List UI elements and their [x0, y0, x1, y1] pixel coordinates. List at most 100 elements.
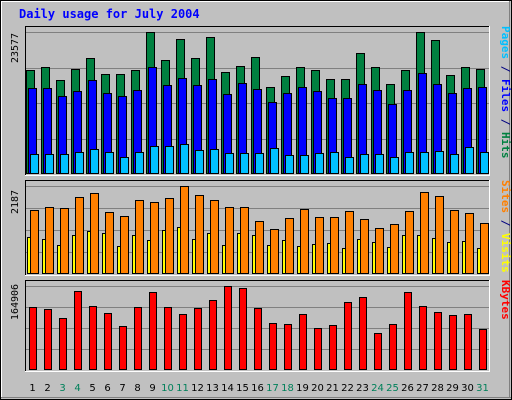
bar-pages-day-22	[345, 157, 354, 174]
x-tick-label: 7	[119, 383, 125, 394]
series-legend: Sites / Visits	[499, 180, 512, 273]
y-max-label: 164906	[10, 284, 21, 320]
bar-sites-day-31	[480, 223, 489, 274]
bar-sites-day-23	[360, 219, 369, 274]
x-tick-label: 11	[176, 383, 189, 394]
bar-sites-day-11	[180, 186, 189, 274]
bar-kbytes-day-6	[104, 313, 112, 370]
bar-kbytes-day-14	[224, 286, 232, 370]
bar-sites-day-14	[225, 207, 234, 274]
legend-entry: /	[499, 213, 512, 233]
legend-entry: Hits	[499, 132, 512, 159]
bar-kbytes-day-8	[134, 307, 142, 370]
bar-sites-day-6	[105, 212, 114, 274]
bar-kbytes-day-2	[44, 309, 52, 370]
bar-pages-day-16	[255, 153, 264, 174]
bar-pages-day-31	[480, 152, 489, 174]
bar-kbytes-day-29	[449, 315, 457, 370]
x-tick-label: 5	[89, 383, 95, 394]
x-tick-label: 13	[206, 383, 219, 394]
x-tick-label: 26	[401, 383, 414, 394]
bar-kbytes-day-18	[284, 324, 292, 370]
x-tick-label: 15	[236, 383, 249, 394]
x-tick-label: 10	[161, 383, 174, 394]
x-tick-label: 9	[149, 383, 155, 394]
x-tick-label: 12	[191, 383, 204, 394]
bar-pages-day-17	[270, 148, 279, 174]
bar-pages-day-9	[150, 146, 159, 174]
chart-title: Daily usage for July 2004	[19, 7, 200, 21]
x-tick-label: 14	[221, 383, 234, 394]
bar-pages-day-29	[450, 154, 459, 174]
bar-kbytes-day-25	[389, 324, 397, 370]
panel-kbytes: 164906 KBytes	[10, 280, 512, 372]
bar-kbytes-day-20	[314, 328, 322, 370]
bar-sites-day-9	[150, 202, 159, 274]
panels-group: 23577 Pages / Files / Hits 2187 Sites / Vis…	[10, 26, 512, 372]
bar-kbytes-day-22	[344, 302, 352, 370]
bar-kbytes-day-5	[89, 306, 97, 370]
bar-pages-day-20	[315, 153, 324, 174]
bar-pages-day-10	[165, 146, 174, 174]
bar-pages-day-1	[30, 154, 39, 174]
x-tick-label: 1	[29, 383, 35, 394]
bar-pages-day-28	[435, 151, 444, 174]
legend-entry: Sites	[499, 180, 512, 213]
panel-visits: 2187 Sites / Visits	[10, 180, 512, 276]
legend-entry: /	[499, 59, 512, 79]
bar-kbytes-day-17	[269, 323, 277, 370]
bar-sites-day-19	[300, 209, 309, 274]
legend-entry: KBytes	[499, 280, 512, 320]
bar-kbytes-day-10	[164, 307, 172, 370]
bar-kbytes-day-19	[299, 314, 307, 370]
x-tick-label: 3	[59, 383, 65, 394]
bar-sites-day-26	[405, 211, 414, 274]
bar-sites-day-3	[60, 208, 69, 274]
x-tick-label: 8	[134, 383, 140, 394]
bar-pages-day-13	[210, 149, 219, 174]
bar-sites-day-13	[210, 200, 219, 274]
bar-sites-day-5	[90, 193, 99, 274]
x-tick-label: 23	[356, 383, 369, 394]
x-tick-label: 17	[266, 383, 279, 394]
bar-sites-day-18	[285, 218, 294, 274]
bar-kbytes-day-16	[254, 308, 262, 370]
bar-sites-day-28	[435, 196, 444, 274]
x-tick-label: 22	[341, 383, 354, 394]
bar-sites-day-30	[465, 213, 474, 274]
panel-traffic: 23577 Pages / Files / Hits	[10, 26, 512, 176]
bar-pages-day-18	[285, 155, 294, 174]
legend-entry: Pages	[499, 26, 512, 59]
bar-sites-day-12	[195, 195, 204, 274]
x-tick-label: 31	[476, 383, 489, 394]
bar-kbytes-day-23	[359, 297, 367, 370]
bar-sites-day-17	[270, 229, 279, 274]
legend-entry: /	[499, 112, 512, 132]
bar-pages-day-4	[75, 152, 84, 174]
x-axis-day-labels: 1 2 3 4 5 6 7 8 9 10 11 12 13 14 15 16 17 18 19 20 21 22 23 24 2…	[29, 383, 489, 394]
bar-kbytes-day-3	[59, 318, 67, 370]
bar-pages-day-7	[120, 157, 129, 174]
y-max-label: 2187	[10, 190, 21, 214]
bar-kbytes-day-7	[119, 326, 127, 370]
bar-sites-day-8	[135, 200, 144, 274]
bar-pages-day-26	[405, 152, 414, 174]
bar-sites-day-27	[420, 192, 429, 274]
bar-sites-day-7	[120, 216, 129, 274]
bar-pages-day-24	[375, 154, 384, 174]
x-tick-label: 18	[281, 383, 294, 394]
bar-pages-day-27	[420, 152, 429, 174]
bar-sites-day-29	[450, 210, 459, 274]
x-tick-label: 27	[416, 383, 429, 394]
bar-kbytes-day-9	[149, 292, 157, 370]
bar-sites-day-15	[240, 207, 249, 274]
x-tick-label: 30	[461, 383, 474, 394]
bar-sites-day-25	[390, 224, 399, 274]
bar-kbytes-day-28	[434, 312, 442, 370]
bar-kbytes-day-30	[464, 314, 472, 370]
bar-pages-day-3	[60, 154, 69, 174]
bar-kbytes-day-12	[194, 308, 202, 370]
bar-pages-day-12	[195, 150, 204, 174]
bar-pages-day-23	[360, 154, 369, 174]
